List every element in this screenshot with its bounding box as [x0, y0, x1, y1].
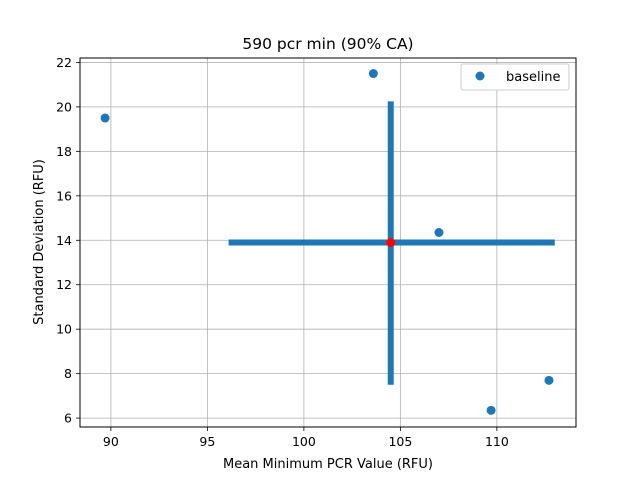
y-axis-label: Standard Deviation (RFU) [32, 159, 47, 325]
y-tick-label: 6 [64, 411, 72, 426]
x-axis-label: Mean Minimum PCR Value (RFU) [223, 457, 433, 472]
x-tick-label: 100 [292, 434, 316, 449]
data-point [434, 227, 444, 237]
x-tick-label: 105 [388, 434, 412, 449]
x-tick-label: 110 [485, 434, 509, 449]
data-point [486, 405, 496, 415]
y-tick-label: 20 [56, 99, 72, 114]
y-tick-label: 12 [56, 277, 72, 292]
y-tick-label: 8 [64, 366, 72, 381]
legend-marker-baseline [475, 71, 485, 81]
data-point [100, 113, 110, 123]
y-tick-label: 14 [56, 233, 72, 248]
legend-label-baseline: baseline [506, 70, 560, 85]
data-point [544, 375, 554, 385]
y-tick-label: 18 [56, 144, 72, 159]
y-tick-label: 10 [56, 322, 72, 337]
x-axis-ticks: 90 95 100 105 110 [103, 427, 509, 449]
y-axis-ticks: 6 8 10 12 14 16 18 20 22 [56, 55, 80, 426]
y-tick-label: 22 [56, 55, 72, 70]
center-point [386, 238, 396, 247]
chart-title: 590 pcr min (90% CA) [242, 35, 413, 53]
x-tick-label: 95 [199, 434, 215, 449]
data-points [100, 69, 554, 415]
legend-box [460, 63, 570, 91]
y-tick-label: 16 [56, 188, 72, 203]
x-tick-label: 90 [103, 434, 119, 449]
plot-frame [79, 57, 577, 428]
legend: baseline [460, 63, 570, 91]
data-point [368, 69, 378, 79]
